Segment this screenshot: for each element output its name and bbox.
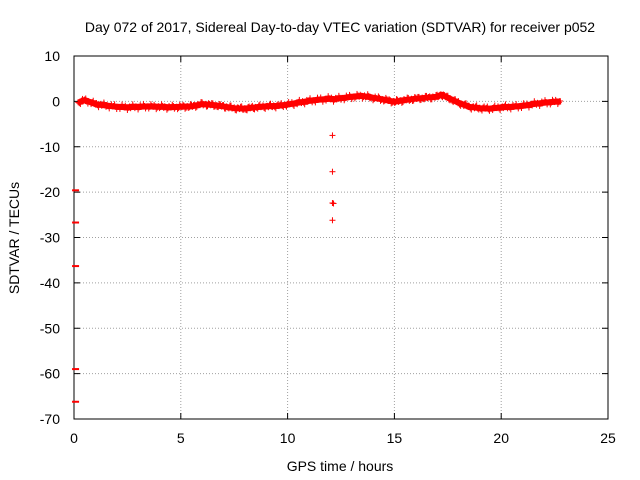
y-tick-label: 10: [44, 48, 60, 64]
y-tick-label: -60: [40, 366, 60, 382]
series-baseline: [75, 90, 563, 114]
y-axis-label: SDTVAR / TECUs: [6, 182, 22, 294]
y-tick-label: -40: [40, 275, 60, 291]
baseline-band: [77, 91, 562, 112]
outlier-point: [329, 132, 336, 139]
outlier-point: [330, 200, 337, 207]
outlier-point: [329, 168, 336, 175]
outlier-point: [329, 217, 336, 224]
x-tick-label: 15: [387, 430, 403, 446]
chart-title: Day 072 of 2017, Sidereal Day-to-day VTE…: [85, 19, 595, 35]
grid-lines: [74, 56, 608, 419]
y-tick-label: -50: [40, 320, 60, 336]
x-tick-label: 20: [493, 430, 509, 446]
y-tick-label: -10: [40, 139, 60, 155]
data-series: [72, 90, 563, 403]
y-tick-label: -70: [40, 411, 60, 427]
y-tick-label: -30: [40, 230, 60, 246]
series-outliers: [72, 132, 337, 403]
x-tick-label: 10: [280, 430, 296, 446]
x-axis-label: GPS time / hours: [287, 458, 394, 474]
x-tick-label: 5: [177, 430, 185, 446]
axis-ticks: 0 5 10 15 20 25 10 0 -10 -20 -30 -40 -50 -60 -70: [40, 48, 616, 446]
y-tick-label: 0: [52, 93, 60, 109]
y-tick-label: -20: [40, 184, 60, 200]
x-tick-label: 0: [70, 430, 78, 446]
x-tick-label: 25: [600, 430, 616, 446]
